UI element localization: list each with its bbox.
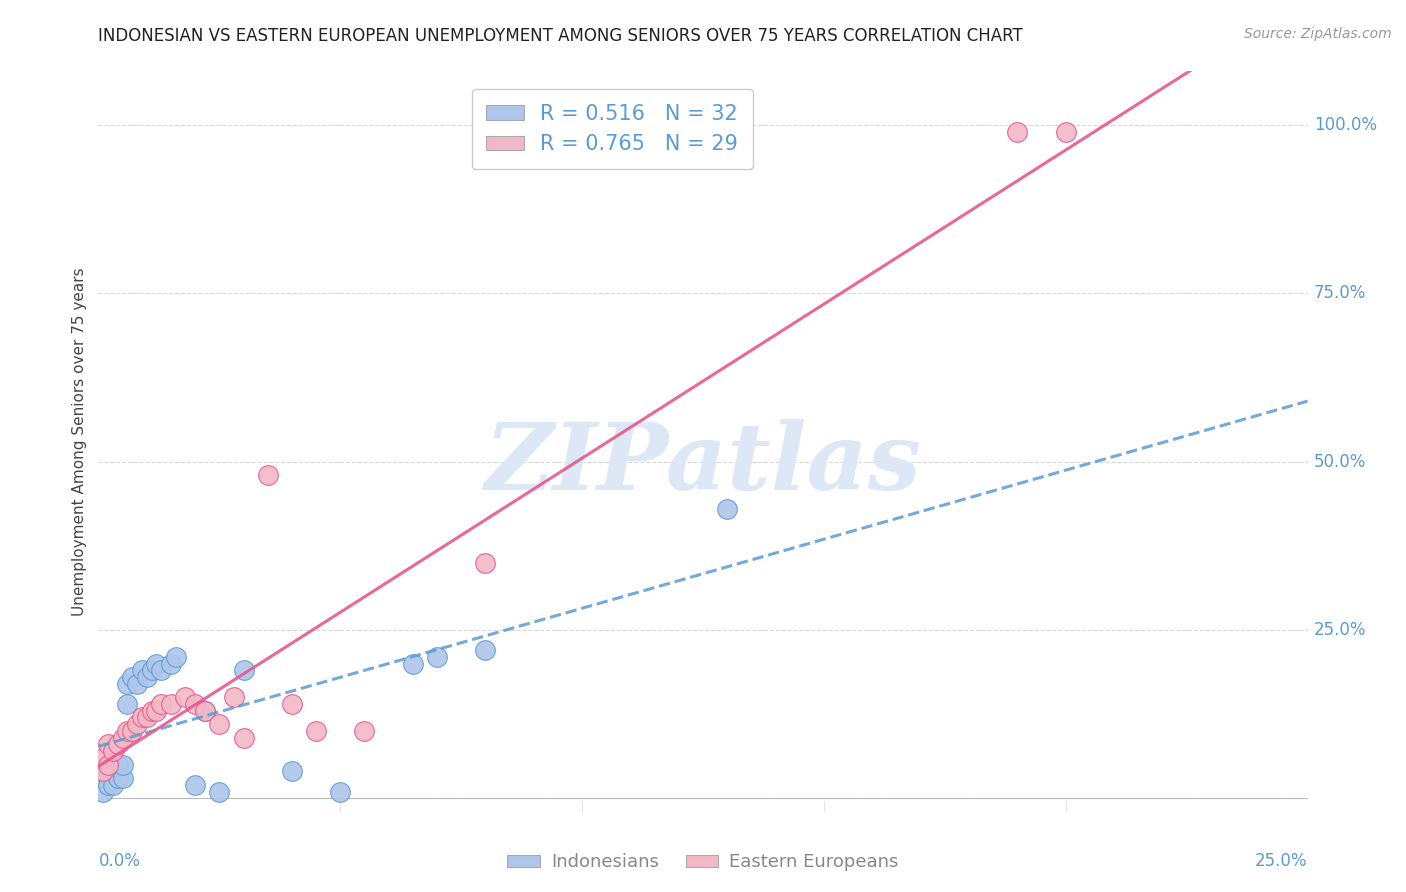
Point <box>131 710 153 724</box>
Point <box>184 778 207 792</box>
Point <box>145 704 167 718</box>
Point <box>1054 125 1077 139</box>
Point <box>160 657 183 671</box>
Point <box>145 657 167 671</box>
Text: 25.0%: 25.0% <box>1256 853 1308 871</box>
Point <box>97 738 120 752</box>
Point <box>101 764 124 779</box>
Point <box>141 664 163 678</box>
Point <box>329 784 352 798</box>
Point <box>160 697 183 711</box>
Point <box>165 649 187 664</box>
Point <box>353 723 375 738</box>
Point <box>208 717 231 731</box>
Point <box>150 697 173 711</box>
Point <box>117 677 139 691</box>
Point <box>91 771 114 785</box>
Point <box>131 664 153 678</box>
Point <box>194 704 217 718</box>
Point <box>232 731 254 745</box>
Point <box>127 677 149 691</box>
Point <box>141 704 163 718</box>
Point <box>135 670 157 684</box>
Point <box>426 649 449 664</box>
Text: INDONESIAN VS EASTERN EUROPEAN UNEMPLOYMENT AMONG SENIORS OVER 75 YEARS CORRELAT: INDONESIAN VS EASTERN EUROPEAN UNEMPLOYM… <box>98 27 1024 45</box>
Point <box>256 468 278 483</box>
Point <box>232 664 254 678</box>
Point <box>402 657 425 671</box>
Point <box>101 744 124 758</box>
Point <box>194 704 217 718</box>
Point <box>91 784 114 798</box>
Point <box>716 501 738 516</box>
Y-axis label: Unemployment Among Seniors over 75 years: Unemployment Among Seniors over 75 years <box>72 268 87 615</box>
Text: 25.0%: 25.0% <box>1313 621 1367 639</box>
Point <box>121 670 143 684</box>
Point <box>127 717 149 731</box>
Point <box>111 757 134 772</box>
Point <box>474 556 496 570</box>
Point <box>117 697 139 711</box>
Point <box>101 778 124 792</box>
Point <box>111 731 134 745</box>
Text: 0.0%: 0.0% <box>98 853 141 871</box>
Point <box>101 751 124 765</box>
Point <box>91 751 114 765</box>
Point <box>474 643 496 657</box>
Point <box>281 764 304 779</box>
Point <box>184 697 207 711</box>
Point <box>222 690 245 705</box>
Legend: Indonesians, Eastern Europeans: Indonesians, Eastern Europeans <box>501 847 905 879</box>
Point <box>121 723 143 738</box>
Point <box>111 771 134 785</box>
Text: 100.0%: 100.0% <box>1313 116 1376 134</box>
Legend: R = 0.516   N = 32, R = 0.765   N = 29: R = 0.516 N = 32, R = 0.765 N = 29 <box>471 89 752 169</box>
Point <box>281 697 304 711</box>
Point <box>150 664 173 678</box>
Point <box>174 690 197 705</box>
Point <box>97 764 120 779</box>
Point <box>97 778 120 792</box>
Point <box>117 723 139 738</box>
Point <box>107 757 129 772</box>
Text: ZIPatlas: ZIPatlas <box>485 418 921 508</box>
Text: 75.0%: 75.0% <box>1313 285 1367 302</box>
Point <box>91 764 114 779</box>
Point <box>208 784 231 798</box>
Point <box>107 771 129 785</box>
Point <box>305 723 328 738</box>
Point <box>135 710 157 724</box>
Point <box>97 757 120 772</box>
Text: Source: ZipAtlas.com: Source: ZipAtlas.com <box>1244 27 1392 41</box>
Point <box>1007 125 1029 139</box>
Text: 50.0%: 50.0% <box>1313 453 1367 471</box>
Point <box>107 738 129 752</box>
